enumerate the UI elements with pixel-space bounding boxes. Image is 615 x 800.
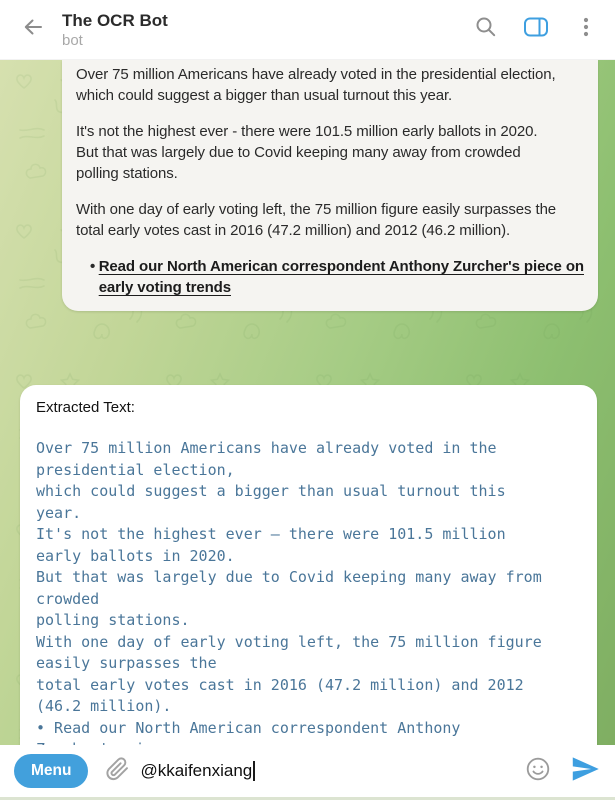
chat-area: Over 75 million Americans have already v… <box>0 60 615 745</box>
bullet-marker: • <box>90 258 96 275</box>
more-menu-button[interactable] <box>573 17 599 43</box>
extracted-text-block: Over 75 million Americans have already v… <box>36 438 581 745</box>
bot-menu-button[interactable]: Menu <box>14 754 89 788</box>
message-input-value: @kkaifenxiang <box>140 761 253 780</box>
chat-header: The OCR Bot bot <box>0 0 615 60</box>
text-caret <box>253 761 255 781</box>
window-bottom-edge <box>0 797 615 800</box>
attach-button[interactable] <box>102 756 132 786</box>
extracted-line: It's not the highest ever – there were 1… <box>36 525 506 543</box>
extracted-text-label: Extracted Text: <box>36 399 135 416</box>
article-line: It's not the highest ever - there were 1… <box>76 123 538 140</box>
article-line: total early votes cast in 2016 (47.2 mil… <box>76 222 511 239</box>
emoji-button[interactable] <box>523 756 553 786</box>
extracted-line: Over 75 million Americans have already v… <box>36 439 497 457</box>
message-composer: Menu @kkaifenxiang <box>0 745 615 800</box>
article-line: But that was largely due to Covid keepin… <box>76 144 521 161</box>
extracted-line: total early votes cast in 2016 (47.2 mil… <box>36 675 524 694</box>
extracted-line: year. <box>36 503 82 522</box>
send-button[interactable] <box>569 755 601 787</box>
message-input[interactable]: @kkaifenxiang <box>140 745 523 797</box>
extracted-line: crowded <box>36 589 100 608</box>
kebab-menu-icon <box>574 15 598 44</box>
chat-title: The OCR Bot <box>62 10 168 30</box>
article-bullet-item: • Read our North American correspondent … <box>76 256 584 298</box>
extracted-line: Zurcher's piece on <box>36 739 581 745</box>
extracted-line: polling stations. <box>36 611 190 629</box>
extracted-line: • Read our North American correspondent … <box>36 718 461 737</box>
article-line: polling stations. <box>76 165 178 182</box>
article-link-line: Read our North American correspondent An… <box>98 258 584 275</box>
article-paragraph: With one day of early voting left, the 7… <box>76 199 584 241</box>
back-button[interactable] <box>16 13 50 47</box>
article-link[interactable]: Read our North American correspondent An… <box>99 256 584 298</box>
photo-message-bubble[interactable]: Over 75 million Americans have already v… <box>62 60 598 311</box>
search-icon <box>474 15 498 44</box>
article-paragraph: It's not the highest ever - there were 1… <box>76 121 584 184</box>
extracted-line: early ballots in 2020. <box>36 546 235 565</box>
back-arrow-icon <box>21 15 45 44</box>
article-line: Over 75 million Americans have already v… <box>76 66 556 83</box>
extracted-line: But that was largely due to Covid keepin… <box>36 568 542 586</box>
send-plane-icon <box>570 754 600 789</box>
article-link-line: early voting trends <box>98 279 231 296</box>
article-paragraph: Over 75 million Americans have already v… <box>76 64 584 106</box>
bot-message-bubble: Extracted Text: Over 75 million American… <box>20 385 597 745</box>
extracted-line: presidential election, <box>36 460 235 479</box>
sidebar-toggle-icon <box>523 15 549 44</box>
header-actions <box>473 17 599 43</box>
emoji-smiley-icon <box>525 756 551 787</box>
article-line: which could suggest a bigger than usual … <box>76 87 453 104</box>
article-line: With one day of early voting left, the 7… <box>76 201 557 218</box>
paperclip-icon <box>104 756 130 787</box>
chat-title-block[interactable]: The OCR Bot bot <box>62 10 473 50</box>
chat-subtitle: bot <box>62 31 83 49</box>
sidebar-toggle-button[interactable] <box>523 17 549 43</box>
extracted-line: easily surpasses the <box>36 654 217 672</box>
extracted-line: (46.2 million). <box>36 697 172 715</box>
extracted-line: With one day of early voting left, the 7… <box>36 632 542 651</box>
search-button[interactable] <box>473 17 499 43</box>
extracted-line: which could suggest a bigger than usual … <box>36 482 506 500</box>
